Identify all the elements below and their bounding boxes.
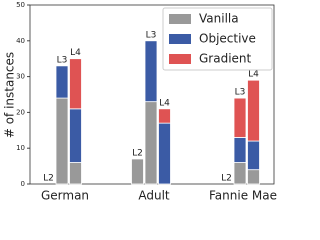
x-tick-label: German — [41, 189, 89, 203]
legend-label: Objective — [199, 32, 256, 46]
bar-label: L4 — [159, 98, 170, 108]
bar-label: L2 — [132, 148, 143, 158]
bar-segment — [144, 40, 158, 103]
chart: # of instances 01020304050GermanL2L3L4Ad… — [3, 1, 278, 203]
bar-label: L3 — [146, 30, 157, 40]
legend-swatch — [169, 14, 191, 24]
x-tick-label: Adult — [138, 189, 170, 203]
bar-label: L4 — [248, 70, 259, 80]
bar-label: L2 — [43, 174, 54, 184]
y-tick-label: 30 — [16, 73, 25, 81]
bar-segment — [69, 162, 82, 185]
bar-segment — [131, 158, 144, 185]
bar-segment — [158, 108, 171, 124]
bar-segment — [55, 65, 69, 99]
bar-segment — [233, 137, 247, 163]
bar-segment — [233, 97, 247, 138]
y-tick-label: 0 — [21, 180, 25, 188]
bar-segment — [55, 97, 69, 185]
bar-segment — [233, 162, 247, 185]
bar-segment — [144, 101, 158, 185]
bar-segment — [247, 79, 260, 142]
legend-label: Vanilla — [199, 12, 239, 26]
bar-label: L4 — [70, 48, 81, 58]
legend-label: Gradient — [199, 52, 252, 66]
bar-label: L3 — [57, 55, 68, 65]
y-axis-label: # of instances — [3, 52, 17, 138]
bar-segment — [69, 108, 82, 163]
bar-segment — [247, 169, 260, 185]
y-tick-label: 10 — [16, 144, 25, 152]
y-tick-label: 50 — [16, 1, 25, 9]
legend-swatch — [169, 54, 191, 64]
y-tick-label: 40 — [16, 37, 25, 45]
bar-segment — [247, 140, 260, 171]
bar-segment — [69, 58, 82, 110]
legend-swatch — [169, 34, 191, 44]
x-tick-label: Fannie Mae — [209, 189, 277, 203]
bar-label: L3 — [235, 88, 246, 98]
bar-segment — [158, 122, 171, 185]
bar-label: L2 — [221, 174, 232, 184]
y-tick-label: 20 — [16, 108, 25, 116]
